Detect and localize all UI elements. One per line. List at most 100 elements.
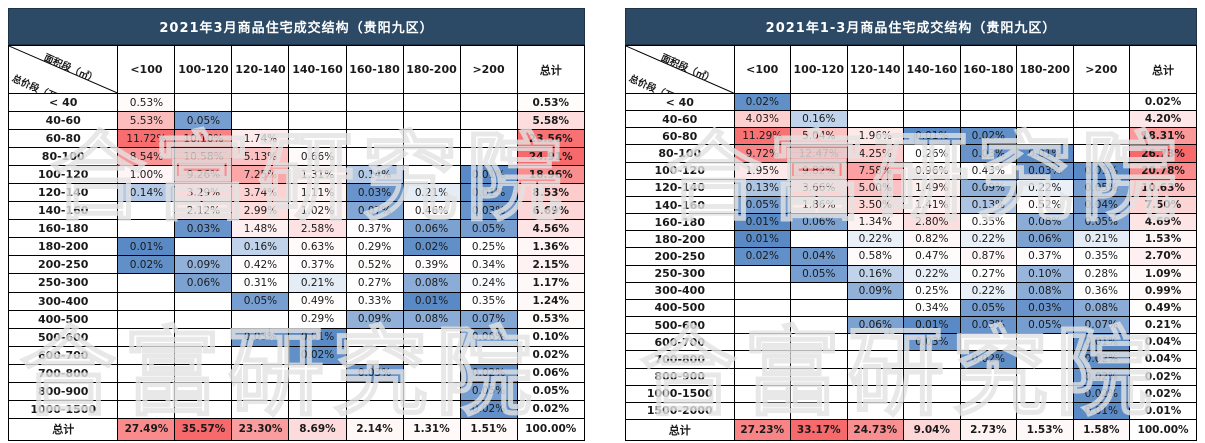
value-cell: 5.13% <box>231 147 290 167</box>
col-header: 180-200 <box>402 45 461 94</box>
value-cell <box>846 384 905 403</box>
total-row-label: 总计 <box>625 418 735 442</box>
row-label: 300-400 <box>625 281 735 300</box>
value-cell <box>174 399 233 419</box>
value-cell <box>733 401 792 420</box>
value-cell: 4.25% <box>846 144 905 163</box>
value-cell <box>790 367 848 386</box>
table-row: 180-200 0.01% 0.16% 0.63% 0.29% 0.02% 0.25% 1.3… <box>7 237 586 257</box>
row-label: 140-160 <box>625 195 735 215</box>
value-cell: 11.72% <box>117 129 176 149</box>
value-cell: 0.14% <box>345 165 404 185</box>
value-cell <box>959 367 1018 386</box>
value-cell: 0.36% <box>1072 281 1131 300</box>
value-cell: 0.22% <box>959 281 1018 300</box>
value-cell <box>117 345 176 365</box>
table-row: 140-160 0.05% 1.86% 3.50% 1.41% 0.13% 0.52% 0.0… <box>625 195 1197 215</box>
value-cell: 0.06% <box>1016 230 1074 249</box>
value-cell: 0.01% <box>903 316 961 335</box>
value-cell: 0.03% <box>1016 161 1074 180</box>
row-label: 60-80 <box>7 129 119 149</box>
table-title: 2021年3月商品住宅成交结构（贵阳九区） <box>8 8 585 45</box>
table-row: 120-140 0.14% 3.29% 3.74% 1.11% 0.03% 0.21% 0.0… <box>7 183 586 203</box>
table-row: 600-700 0.02% 0.02% <box>7 345 586 365</box>
value-cell <box>402 165 461 185</box>
value-cell: 0.14% <box>117 183 176 203</box>
value-cell: 0.08% <box>1016 281 1074 300</box>
row-total-cell: 5.58% <box>516 111 586 131</box>
value-cell <box>345 111 404 131</box>
row-total-cell: 18.96% <box>516 165 586 185</box>
value-cell <box>231 92 290 113</box>
value-cell: 0.01% <box>1072 401 1131 420</box>
value-cell <box>345 399 404 419</box>
table-row: 40-60 4.03% 0.16% 4.20% <box>625 110 1197 129</box>
value-cell: 1.41% <box>903 195 961 215</box>
value-cell <box>1016 367 1074 386</box>
table-row: 140-160 2.12% 2.99% 1.02% 0.07% 0.46% 0.03% 6.6… <box>7 201 586 221</box>
value-cell <box>790 316 848 335</box>
value-cell <box>402 92 461 113</box>
row-total-cell: 0.02% <box>1129 384 1197 403</box>
value-cell: 0.02% <box>1072 350 1131 369</box>
value-cell <box>733 281 792 300</box>
value-cell: 0.08% <box>402 273 461 293</box>
column-total-cell: 2.14% <box>345 417 404 442</box>
table-row: 80-100 9.72% 12.47% 4.25% 0.26% 0.03% 0.01% 26.… <box>625 144 1197 163</box>
value-cell: 1.00% <box>117 165 176 185</box>
value-cell: 0.05% <box>1072 213 1131 232</box>
value-cell: 0.05% <box>790 264 848 283</box>
total-row: 总计 27.23% 33.17% 24.73% 9.04% 2.73% 1.53% 1.58%… <box>625 418 1197 442</box>
row-label: 1000-1500 <box>625 384 735 403</box>
value-cell: 0.03% <box>959 316 1018 335</box>
value-cell: 0.05% <box>174 111 233 131</box>
value-cell: 0.87% <box>959 247 1018 266</box>
value-cell: 0.06% <box>790 213 848 232</box>
value-cell <box>733 384 792 403</box>
table-title: 2021年1-3月商品住宅成交结构（贵阳九区） <box>625 8 1197 45</box>
col-header: >200 <box>459 45 518 94</box>
value-cell <box>231 345 290 365</box>
value-cell: 0.01% <box>1072 333 1131 352</box>
value-cell <box>1072 110 1131 129</box>
value-cell: 0.05% <box>459 219 518 239</box>
table-row: 300-400 0.09% 0.25% 0.22% 0.08% 0.36% 0.99% <box>625 281 1197 300</box>
col-header: 120-140 <box>846 45 905 94</box>
value-cell: 0.25% <box>459 237 518 257</box>
row-label: 120-140 <box>625 178 735 197</box>
value-cell <box>733 316 792 335</box>
table-row: 250-300 0.05% 0.16% 0.22% 0.27% 0.10% 0.28% 1.0… <box>625 264 1197 283</box>
value-cell: 0.03% <box>459 201 518 221</box>
value-cell <box>117 381 176 401</box>
value-cell <box>790 384 848 403</box>
column-total-cell: 8.69% <box>288 417 347 442</box>
value-cell <box>903 401 961 420</box>
table-row: 120-140 0.13% 3.66% 5.00% 1.49% 0.09% 0.22% 0.0… <box>625 178 1197 197</box>
value-cell <box>117 219 176 239</box>
value-cell: 3.29% <box>174 183 233 203</box>
row-label: 200-250 <box>7 255 119 275</box>
value-cell <box>345 345 404 365</box>
value-cell: 0.04% <box>1072 195 1131 215</box>
value-cell: 0.96% <box>903 161 961 180</box>
row-label: 1500-2000 <box>625 401 735 420</box>
value-cell <box>1072 92 1131 112</box>
total-row-label: 总计 <box>7 417 119 442</box>
column-total-cell: 27.49% <box>117 417 176 442</box>
row-total-cell: 0.02% <box>516 345 586 365</box>
value-cell: 0.43% <box>959 161 1018 180</box>
value-cell: 0.01% <box>903 127 961 146</box>
value-cell: 0.03% <box>345 363 404 383</box>
value-cell: 0.82% <box>903 230 961 249</box>
value-cell <box>345 147 404 167</box>
col-header: 120-140 <box>231 45 290 94</box>
header-row: 面积段（㎡） 总价段（万元） <100 100-120 120-140 140-160… <box>7 45 586 94</box>
value-cell: 0.02% <box>1072 367 1131 386</box>
row-label: 100-120 <box>7 165 119 185</box>
value-cell <box>846 110 905 129</box>
value-cell <box>459 345 518 365</box>
value-cell <box>903 92 961 112</box>
col-header: 100-120 <box>174 45 233 94</box>
value-cell: 0.66% <box>288 147 347 167</box>
value-cell <box>402 111 461 131</box>
